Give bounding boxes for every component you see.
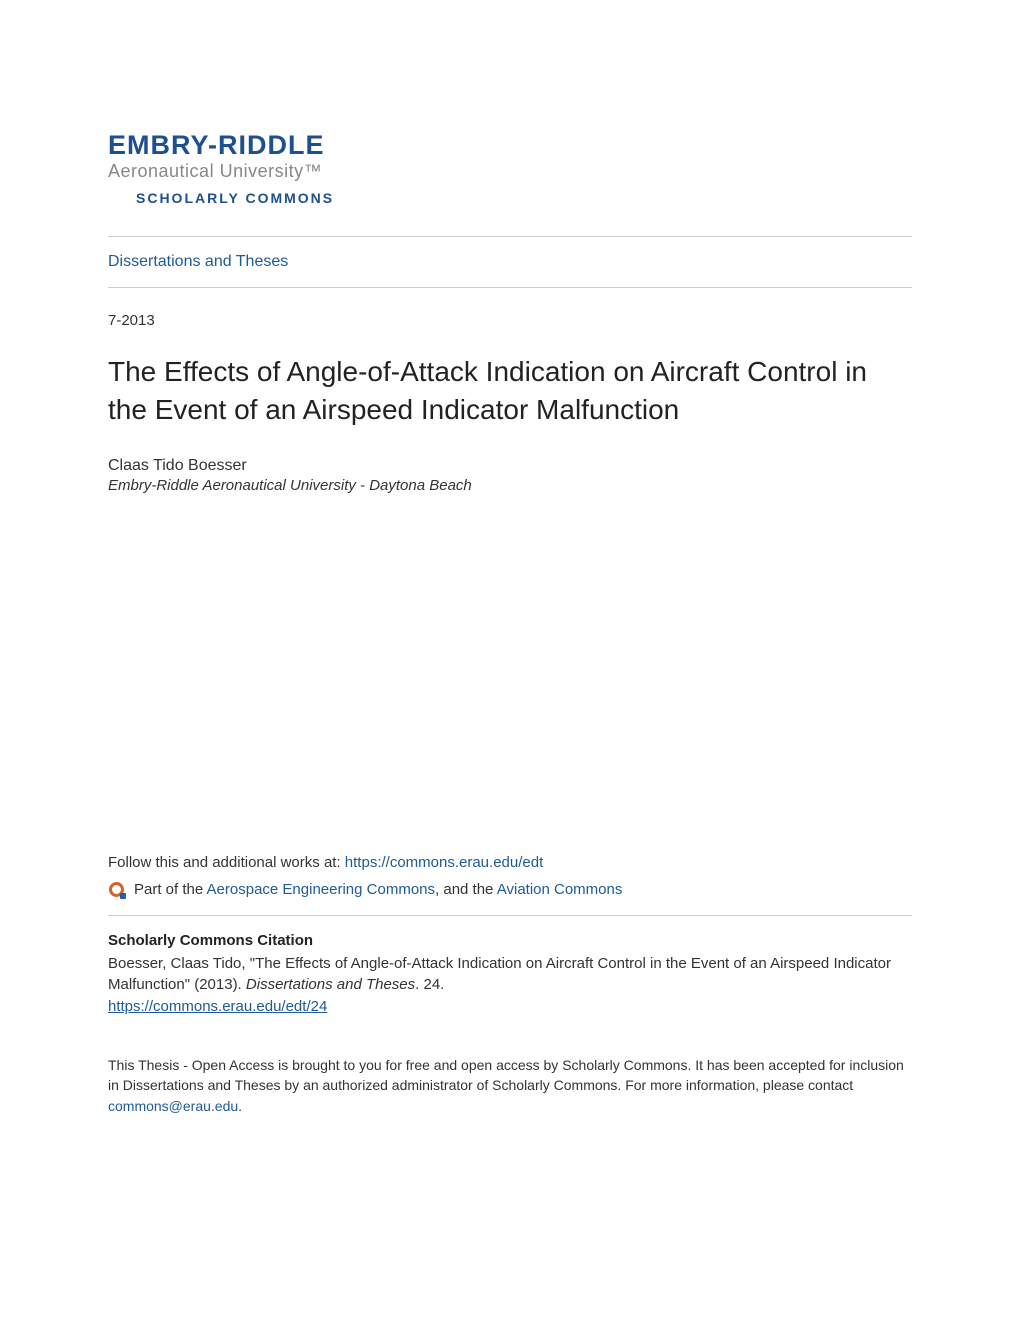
- citation-url-link[interactable]: https://commons.erau.edu/edt/24: [108, 998, 912, 1015]
- citation-body: Boesser, Claas Tido, "The Effects of Ang…: [108, 953, 912, 997]
- citation-heading: Scholarly Commons Citation: [108, 932, 912, 949]
- institution-logo: EMBRY-RIDDLE Aeronautical University™ SC…: [108, 130, 912, 206]
- divider-citation: [108, 915, 912, 916]
- follow-url-link[interactable]: https://commons.erau.edu/edt: [345, 854, 543, 871]
- divider-breadcrumb: [108, 287, 912, 288]
- part-of-row: Part of the Aerospace Engineering Common…: [108, 881, 912, 899]
- citation-text-2: . 24.: [415, 976, 444, 993]
- part-of-text: Part of the Aerospace Engineering Common…: [134, 881, 622, 898]
- part-of-middle: , and the: [435, 881, 497, 898]
- commons-link-2[interactable]: Aviation Commons: [497, 881, 623, 898]
- breadcrumb-link[interactable]: Dissertations and Theses: [108, 253, 288, 270]
- document-title: The Effects of Angle-of-Attack Indicatio…: [108, 353, 912, 429]
- footer-spacer: [108, 1015, 912, 1055]
- footer-text: This Thesis - Open Access is brought to …: [108, 1055, 912, 1116]
- commons-link-1[interactable]: Aerospace Engineering Commons: [207, 881, 435, 898]
- footer-text-2: .: [238, 1098, 242, 1114]
- logo-line-3: SCHOLARLY COMMONS: [108, 190, 912, 206]
- follow-prefix: Follow this and additional works at:: [108, 854, 345, 871]
- author-name: Claas Tido Boesser: [108, 457, 912, 475]
- logo-line-1: EMBRY-RIDDLE: [108, 130, 912, 161]
- breadcrumb: Dissertations and Theses: [108, 237, 912, 287]
- logo-line-2: Aeronautical University™: [108, 161, 912, 182]
- network-icon: [108, 881, 126, 899]
- footer-text-1: This Thesis - Open Access is brought to …: [108, 1057, 904, 1093]
- contact-email-link[interactable]: commons@erau.edu: [108, 1098, 238, 1114]
- author-affiliation: Embry-Riddle Aeronautical University - D…: [108, 477, 912, 494]
- follow-works-text: Follow this and additional works at: htt…: [108, 854, 912, 871]
- publication-date: 7-2013: [108, 312, 912, 329]
- citation-text-1: Boesser, Claas Tido, "The Effects of Ang…: [108, 955, 891, 994]
- spacer: [108, 494, 912, 854]
- citation-italic: Dissertations and Theses: [246, 976, 415, 993]
- part-of-prefix: Part of the: [134, 881, 207, 898]
